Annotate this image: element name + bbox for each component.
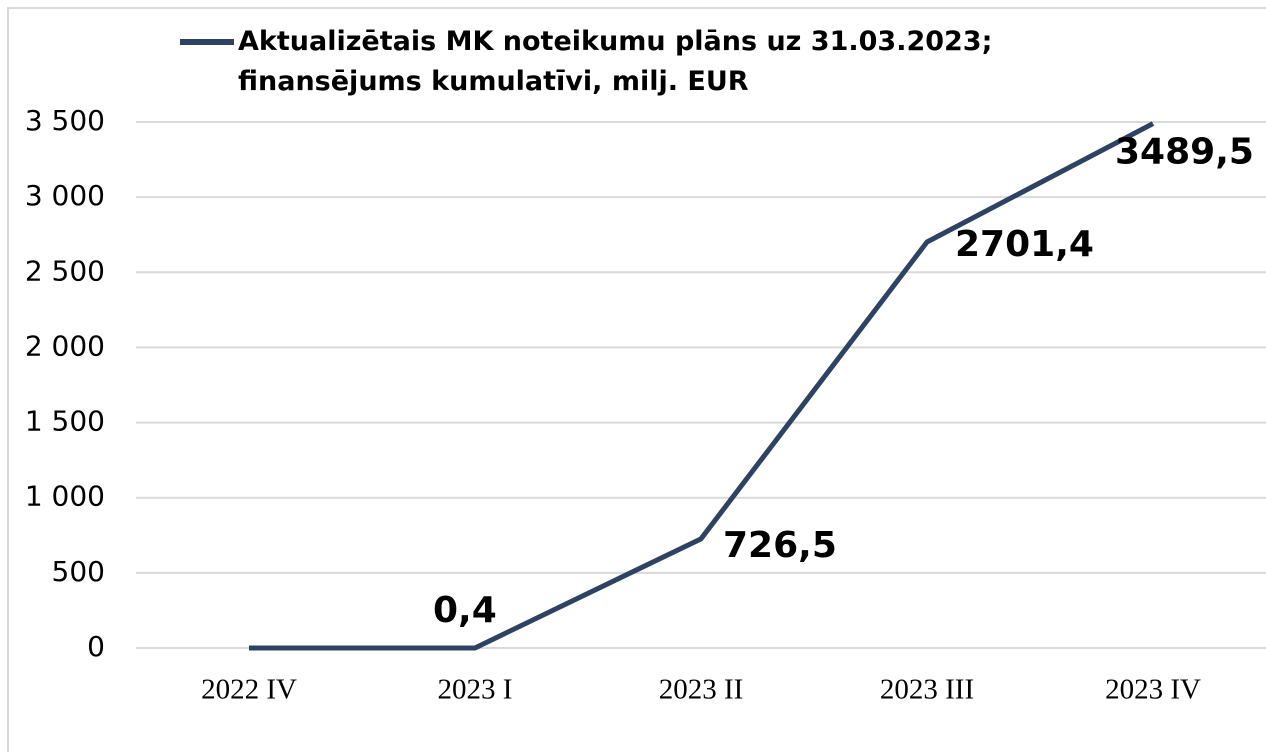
y-tick-label: 3 000	[25, 179, 105, 212]
y-tick-label: 1 500	[25, 405, 105, 438]
chart-border	[7, 7, 1266, 752]
legend-label: Aktualizētais MK noteikumu plāns uz 31.0…	[238, 26, 993, 97]
y-tick-label: 0	[87, 630, 105, 663]
data-label: 0,4	[433, 590, 497, 631]
x-tick-label: 2023 III	[880, 674, 974, 706]
y-tick-label: 500	[52, 555, 105, 588]
x-tick-label: 2023 I	[438, 674, 513, 706]
data-line	[248, 121, 1155, 651]
y-tick-label: 2 000	[25, 329, 105, 362]
data-label: 2701,4	[955, 224, 1094, 265]
y-tick-label: 1 000	[25, 480, 105, 513]
y-tick-label: 3 500	[25, 104, 105, 137]
x-tick-label: 2023 II	[659, 674, 744, 706]
x-tick-label: 2023 IV	[1105, 674, 1201, 706]
y-tick-label: 2 500	[25, 254, 105, 287]
data-label: 3489,5	[1115, 132, 1254, 173]
x-tick-label: 2022 IV	[201, 674, 297, 706]
data-label: 726,5	[723, 525, 837, 566]
